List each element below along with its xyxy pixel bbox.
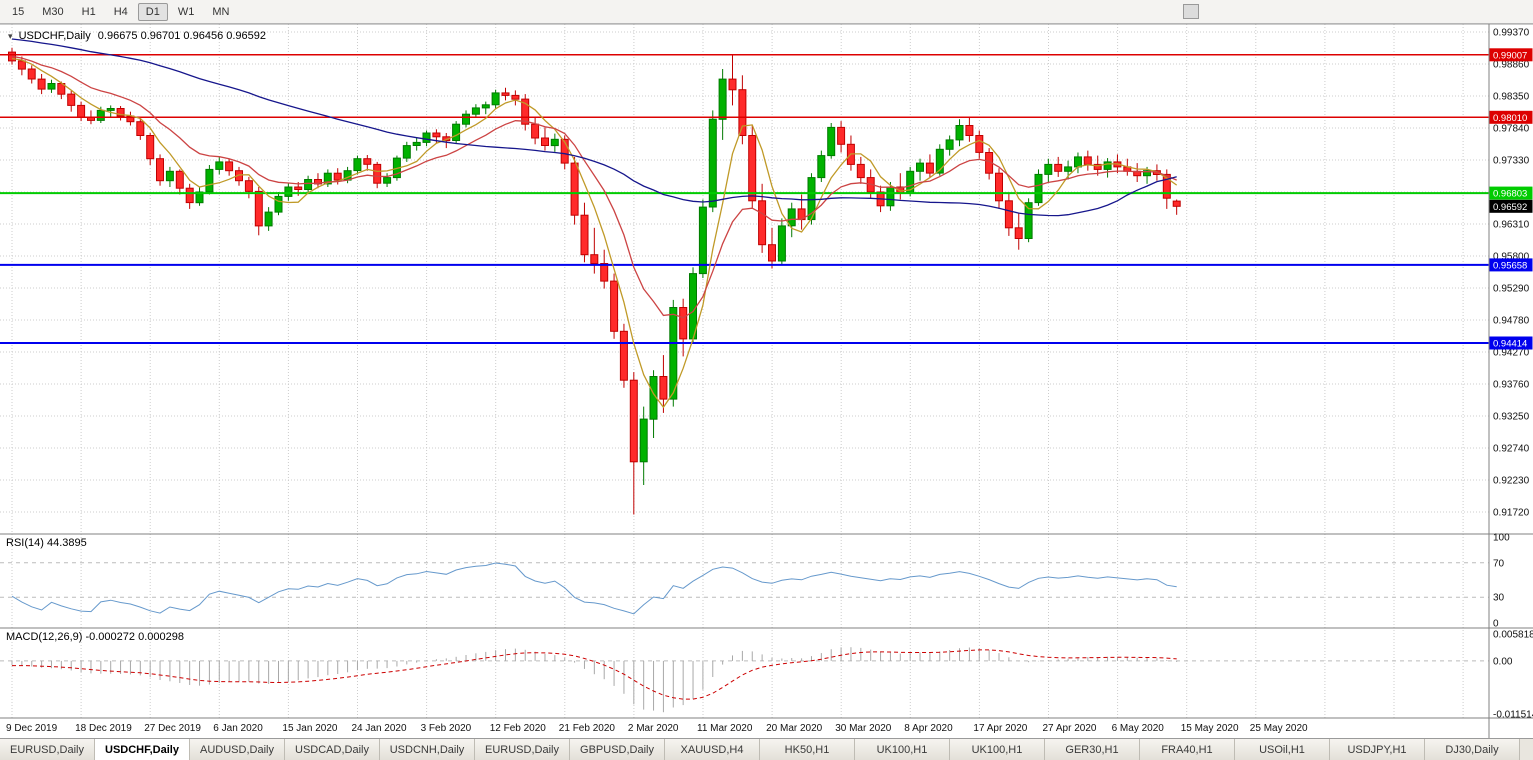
- svg-text:0.92230: 0.92230: [1493, 475, 1530, 486]
- macd-histogram: [11, 647, 1178, 713]
- chart-tab-uk100-h1[interactable]: UK100,H1: [950, 739, 1045, 760]
- svg-text:17 Apr 2020: 17 Apr 2020: [973, 723, 1027, 734]
- chart-ohlc-values: 0.96675 0.96701 0.96456 0.96592: [97, 30, 266, 42]
- timeframe-button-MN[interactable]: MN: [212, 5, 230, 18]
- timeframe-button-W1[interactable]: W1: [177, 5, 195, 18]
- ma-line-50: [11, 38, 1177, 217]
- chart-tab-audusd-daily[interactable]: AUDUSD,Daily: [190, 739, 285, 760]
- chart-tab-usdcnh-daily[interactable]: USDCNH,Daily: [380, 739, 475, 760]
- svg-text:0.95658: 0.95658: [1493, 260, 1527, 271]
- chart-tab-fra40-h1[interactable]: FRA40,H1: [1140, 739, 1235, 760]
- price-level-badge: [1489, 336, 1533, 350]
- svg-text:0.98010: 0.98010: [1493, 113, 1527, 124]
- svg-text:6 May 2020: 6 May 2020: [1112, 723, 1165, 734]
- svg-text:20 Mar 2020: 20 Mar 2020: [766, 723, 823, 734]
- rsi-line: [11, 562, 1177, 615]
- svg-text:8 Apr 2020: 8 Apr 2020: [904, 723, 953, 734]
- svg-text:0.93250: 0.93250: [1493, 411, 1530, 422]
- svg-text:0.91720: 0.91720: [1493, 507, 1530, 518]
- macd-signal-line: [12, 649, 1177, 700]
- svg-text:30: 30: [1493, 593, 1505, 604]
- price-level-badge: [1489, 258, 1533, 272]
- chart-tab-eurusd-daily[interactable]: EURUSD,Daily: [475, 739, 570, 760]
- svg-text:0.98350: 0.98350: [1493, 91, 1530, 102]
- svg-text:0.97330: 0.97330: [1493, 155, 1530, 166]
- timeframe-button-D1[interactable]: D1: [137, 2, 168, 21]
- ma-line-5: [11, 57, 1178, 409]
- chart-tab-usdjpy-h1[interactable]: USDJPY,H1: [1330, 739, 1425, 760]
- svg-text:0.97840: 0.97840: [1493, 123, 1530, 134]
- svg-text:9 Dec 2019: 9 Dec 2019: [6, 723, 58, 734]
- svg-text:15 May 2020: 15 May 2020: [1181, 723, 1239, 734]
- ma-line-13: [11, 55, 1177, 319]
- svg-text:0.96310: 0.96310: [1493, 219, 1530, 230]
- svg-text:0.94414: 0.94414: [1493, 338, 1527, 349]
- svg-text:6 Jan 2020: 6 Jan 2020: [213, 723, 263, 734]
- timeframe-button-H1[interactable]: H1: [81, 5, 96, 18]
- chart-tab-usdcad-daily[interactable]: USDCAD,Daily: [285, 739, 380, 760]
- candles-layer: [8, 47, 1181, 515]
- timeframe-button-H4[interactable]: H4: [113, 5, 128, 18]
- svg-text:0.96592: 0.96592: [1493, 202, 1527, 213]
- chart-tab-bar: EURUSD,Daily USDCHF,Daily AUDUSD,Daily USDC…: [0, 738, 1533, 760]
- svg-text:3 Feb 2020: 3 Feb 2020: [421, 723, 472, 734]
- price-level-badge: [1489, 110, 1533, 124]
- svg-text:21 Feb 2020: 21 Feb 2020: [559, 723, 616, 734]
- svg-text:0.99007: 0.99007: [1493, 50, 1527, 61]
- svg-text:70: 70: [1493, 558, 1505, 569]
- svg-text:0.99370: 0.99370: [1493, 27, 1530, 38]
- price-level-badge: [1489, 186, 1533, 200]
- toolbar-mini-button[interactable]: [1183, 4, 1199, 19]
- chart-tab-uk100-h1[interactable]: UK100,H1: [855, 739, 950, 760]
- svg-text:0.98860: 0.98860: [1493, 59, 1530, 70]
- svg-text:0: 0: [1493, 619, 1499, 630]
- svg-text:25 May 2020: 25 May 2020: [1250, 723, 1308, 734]
- svg-text:27 Apr 2020: 27 Apr 2020: [1043, 723, 1097, 734]
- svg-text:0.005818: 0.005818: [1493, 630, 1533, 641]
- svg-text:0.94270: 0.94270: [1493, 347, 1530, 358]
- chart-tab-xauusd-h4[interactable]: XAUUSD,H4: [665, 739, 760, 760]
- svg-text:2 Mar 2020: 2 Mar 2020: [628, 723, 679, 734]
- chart-tab-gbpusd-daily[interactable]: GBPUSD,Daily: [570, 739, 665, 760]
- svg-text:100: 100: [1493, 533, 1510, 544]
- svg-text:0.96803: 0.96803: [1493, 189, 1527, 200]
- svg-text:27 Dec 2019: 27 Dec 2019: [144, 723, 201, 734]
- svg-text:-0.011514: -0.011514: [1493, 710, 1533, 721]
- current-price-badge: [1489, 199, 1533, 213]
- axis-labels: 0.99370 0.98860 0.98350 0.97840 0.97330 0.968…: [1493, 27, 1533, 720]
- chart-tab-usdchf-daily[interactable]: USDCHF,Daily: [95, 739, 190, 760]
- svg-text:0.00: 0.00: [1493, 656, 1513, 667]
- chart-title: ▾ USDCHF,Daily 0.96675 0.96701 0.96456 0…: [8, 30, 270, 42]
- price-level-badges: 0.99007 0.98010 0.96803 0.96592 0.95658 0.944…: [1489, 48, 1533, 350]
- chart-symbol-label: USDCHF,Daily: [18, 30, 91, 42]
- timeframe-button-15[interactable]: 15: [12, 5, 25, 18]
- svg-text:15 Jan 2020: 15 Jan 2020: [282, 723, 337, 734]
- horizontal-level-lines[interactable]: [0, 54, 1489, 344]
- rsi-indicator-label: RSI(14) 44.3895: [6, 537, 87, 549]
- svg-text:30 Mar 2020: 30 Mar 2020: [835, 723, 892, 734]
- date-axis-labels: 9 Dec 2019 18 Dec 2019 27 Dec 2019 6 Jan 20…: [6, 723, 1308, 734]
- svg-text:0.95290: 0.95290: [1493, 283, 1530, 294]
- chart-tab-usoil-h1[interactable]: USOil,H1: [1235, 739, 1330, 760]
- chart-tab-eurusd-daily[interactable]: EURUSD,Daily: [0, 739, 95, 760]
- chart-tab-ger30-h1[interactable]: GER30,H1: [1045, 739, 1140, 760]
- svg-text:18 Dec 2019: 18 Dec 2019: [75, 723, 132, 734]
- svg-text:0.93760: 0.93760: [1493, 379, 1530, 390]
- svg-text:12 Feb 2020: 12 Feb 2020: [490, 723, 547, 734]
- svg-text:0.92740: 0.92740: [1493, 443, 1530, 454]
- svg-text:0.95800: 0.95800: [1493, 251, 1530, 262]
- timeframe-toolbar: 15 M30 H1 H4 D1 W1 MN: [0, 0, 1533, 24]
- price-level-badge: [1489, 48, 1533, 62]
- chart-tab-hk50-h1[interactable]: HK50,H1: [760, 739, 855, 760]
- macd-indicator-label: MACD(12,26,9) -0.000272 0.000298: [6, 631, 184, 643]
- svg-text:24 Jan 2020: 24 Jan 2020: [352, 723, 407, 734]
- chart-tab-dj30-daily[interactable]: DJ30,Daily: [1425, 739, 1520, 760]
- svg-text:0.94780: 0.94780: [1493, 315, 1530, 326]
- svg-text:11 Mar 2020: 11 Mar 2020: [697, 723, 753, 734]
- chart-dropdown-icon[interactable]: ▾: [8, 31, 13, 41]
- timeframe-button-M30[interactable]: M30: [42, 5, 64, 18]
